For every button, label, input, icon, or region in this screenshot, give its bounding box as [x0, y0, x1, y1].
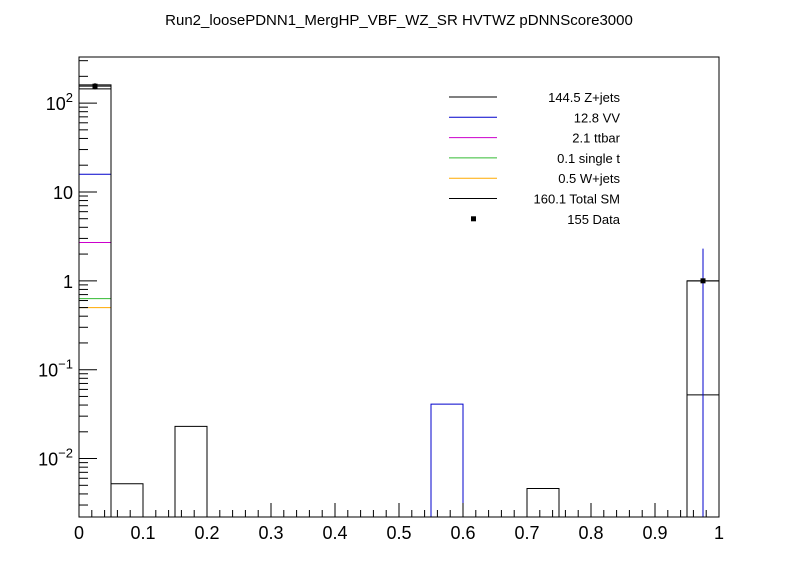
data-points [79, 83, 719, 517]
x-tick-label-6: 0.6 [450, 523, 475, 543]
legend-label-0: 144.5 Z+jets [548, 90, 620, 105]
x-axis: 0 0.1 0.2 0.3 0.4 0.5 0.6 0.7 0.8 0.9 1 [74, 503, 724, 543]
y-tick-label-3: 10 [53, 183, 73, 203]
x-tick-label-5: 0.5 [386, 523, 411, 543]
data-point-1 [700, 278, 706, 284]
legend-label-6: 155 Data [567, 212, 621, 227]
legend-label-3: 0.1 single t [557, 151, 620, 166]
x-tick-label-1: 0.1 [130, 523, 155, 543]
hist-bin-z-jets-1 [110, 483, 144, 517]
legend-label-5: 160.1 Total SM [534, 192, 620, 207]
hist-bin-single-t-0 [78, 298, 112, 517]
legend-swatch-6 [471, 216, 476, 222]
chart-title: Run2_loosePDNN1_MergHP_VBF_WZ_SR HVTWZ p… [165, 12, 633, 29]
x-tick-label-4: 0.4 [322, 523, 347, 543]
hist-bin-ttbar-0 [78, 241, 112, 517]
x-tick-label-0: 0 [74, 523, 84, 543]
x-tick-label-8: 0.8 [578, 523, 603, 543]
x-tick-label-3: 0.3 [258, 523, 283, 543]
x-tick-label-9: 0.9 [642, 523, 667, 543]
legend-label-1: 12.8 VV [574, 110, 621, 125]
hist-bin-z-jets-0 [78, 88, 112, 517]
legend-label-2: 2.1 ttbar [572, 131, 620, 146]
data-point-0 [92, 83, 98, 89]
legend: 144.5 Z+jets 12.8 VV 2.1 ttbar 0.1 single t… [449, 90, 621, 227]
histogram-bars [78, 84, 720, 517]
x-tick-label-10: 1 [714, 523, 724, 543]
hist-bin-z-jets-3 [526, 488, 560, 517]
x-tick-label-2: 0.2 [194, 523, 219, 543]
y-tick-label-0: 10−2 [38, 446, 73, 470]
x-tick-label-7: 0.7 [514, 523, 539, 543]
hist-bin-z-jets-2 [174, 425, 208, 517]
hist-bin-vv-1 [430, 403, 464, 517]
y-tick-label-1: 10−1 [38, 357, 73, 381]
y-tick-label-4: 102 [46, 90, 73, 114]
y-axis: 10−2 10−1 1 10 102 [38, 60, 97, 506]
hist-bin-vv-0 [78, 173, 112, 517]
legend-label-4: 0.5 W+jets [558, 171, 620, 186]
y-tick-label-2: 1 [63, 272, 73, 292]
